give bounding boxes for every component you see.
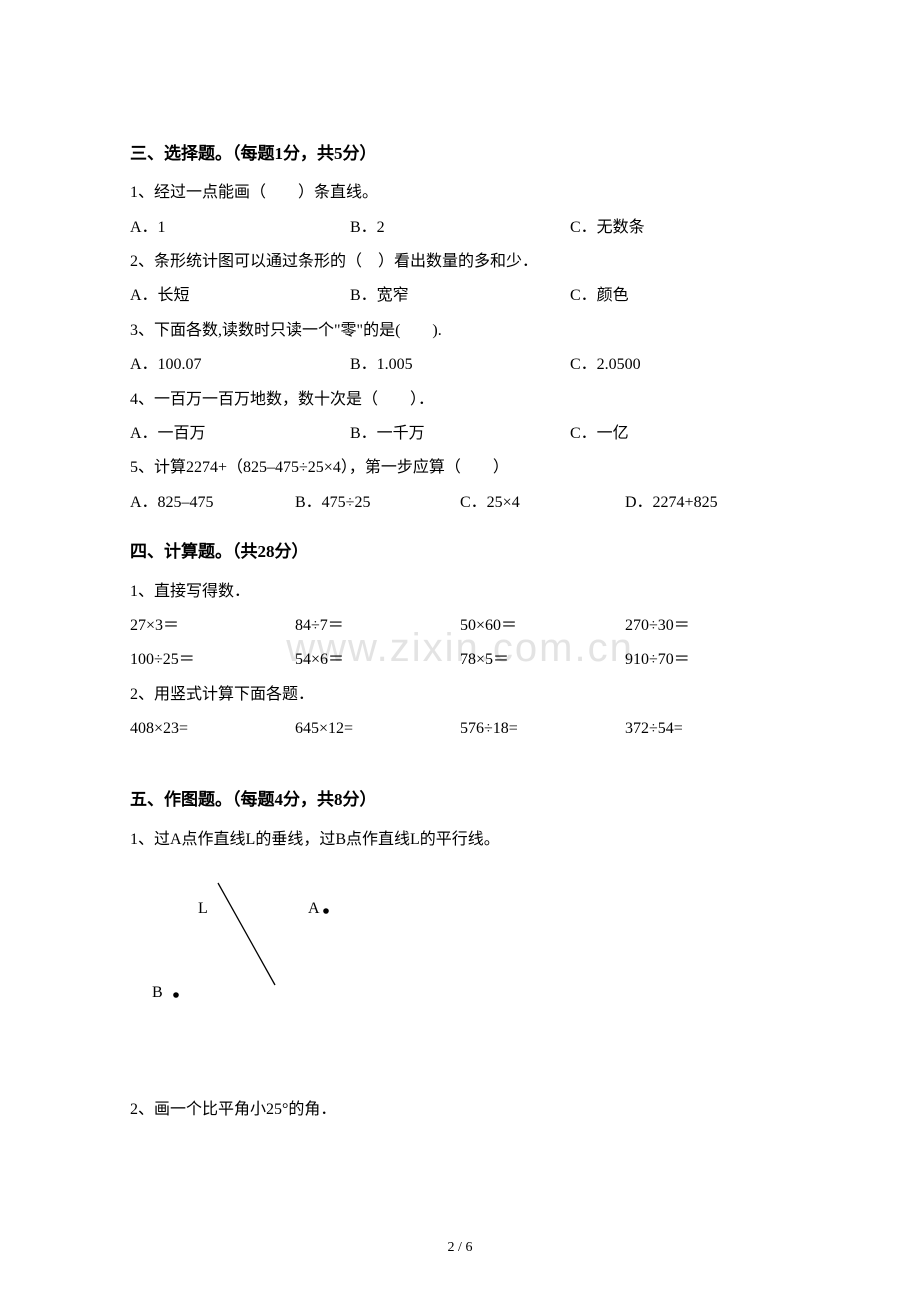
q4-2-d: 372÷54= bbox=[625, 714, 790, 744]
q4-2-text: 2、用竖式计算下面各题． bbox=[130, 680, 790, 710]
q4-1-r2-b: 54×6＝ bbox=[295, 645, 460, 675]
label-b: B bbox=[152, 984, 163, 1001]
q3-2-opt-c: C．颜色 bbox=[570, 281, 790, 311]
q4-2-a: 408×23= bbox=[130, 714, 295, 744]
q3-2-text: 2、条形统计图可以通过条形的（ ）看出数量的多和少． bbox=[130, 247, 790, 277]
q3-4-opt-b: B．一千万 bbox=[350, 419, 570, 449]
q3-2-options: A．长短 B．宽窄 C．颜色 bbox=[130, 281, 790, 311]
section5-title: 五、作图题。（每题4分，共8分） bbox=[130, 784, 790, 816]
q4-1-r2-d: 910÷70＝ bbox=[625, 645, 790, 675]
q4-2-b: 645×12= bbox=[295, 714, 460, 744]
q3-4-text: 4、一百万一百万地数，数十次是（ ）． bbox=[130, 385, 790, 415]
q3-1-options: A．1 B．2 C．无数条 bbox=[130, 213, 790, 243]
q3-1-opt-b: B．2 bbox=[350, 213, 570, 243]
q3-3-text: 3、下面各数,读数时只读一个"零"的是( ). bbox=[130, 316, 790, 346]
q3-4-opt-a: A．一百万 bbox=[130, 419, 350, 449]
q3-5-text: 5、计算2274+（825–475÷25×4），第一步应算（ ） bbox=[130, 453, 790, 483]
q4-2-c: 576÷18= bbox=[460, 714, 625, 744]
q3-3-opt-b: B．1.005 bbox=[350, 350, 570, 380]
q3-4-opt-c: C．一亿 bbox=[570, 419, 790, 449]
q3-5-opt-a: A．825–475 bbox=[130, 488, 295, 518]
q4-1-row2: 100÷25＝ 54×6＝ 78×5＝ 910÷70＝ bbox=[130, 645, 790, 675]
label-a: A bbox=[308, 900, 320, 917]
q4-2-row: 408×23= 645×12= 576÷18= 372÷54= bbox=[130, 714, 790, 744]
q4-1-r2-a: 100÷25＝ bbox=[130, 645, 295, 675]
q4-1-row1: 27×3＝ 84÷7＝ 50×60＝ 270÷30＝ bbox=[130, 611, 790, 641]
q3-5-opt-c: C．25×4 bbox=[460, 488, 625, 518]
page-content: 三、选择题。（每题1分，共5分） 1、经过一点能画（ ）条直线。 A．1 B．2… bbox=[130, 138, 790, 1126]
point-a-dot bbox=[323, 908, 329, 914]
q3-5-opt-b: B．475÷25 bbox=[295, 488, 460, 518]
q5-1-text: 1、过A点作直线L的垂线，过B点作直线L的平行线。 bbox=[130, 825, 790, 855]
line-l bbox=[218, 883, 275, 985]
section3-title: 三、选择题。（每题1分，共5分） bbox=[130, 138, 790, 170]
q3-2-opt-b: B．宽窄 bbox=[350, 281, 570, 311]
q4-1-r1-d: 270÷30＝ bbox=[625, 611, 790, 641]
label-l: L bbox=[198, 900, 208, 917]
q3-1-opt-c: C．无数条 bbox=[570, 213, 790, 243]
geometry-figure: L A B bbox=[150, 875, 450, 1035]
q3-3-options: A．100.07 B．1.005 C．2.0500 bbox=[130, 350, 790, 380]
q4-1-text: 1、直接写得数． bbox=[130, 577, 790, 607]
point-b-dot bbox=[173, 992, 179, 998]
q3-3-opt-c: C．2.0500 bbox=[570, 350, 790, 380]
q4-1-r1-a: 27×3＝ bbox=[130, 611, 295, 641]
section4-title: 四、计算题。（共28分） bbox=[130, 536, 790, 568]
q3-2-opt-a: A．长短 bbox=[130, 281, 350, 311]
q3-5-opt-d: D．2274+825 bbox=[625, 488, 790, 518]
q3-4-options: A．一百万 B．一千万 C．一亿 bbox=[130, 419, 790, 449]
q3-1-opt-a: A．1 bbox=[130, 213, 350, 243]
q3-5-options: A．825–475 B．475÷25 C．25×4 D．2274+825 bbox=[130, 488, 790, 518]
q5-1-figure: L A B bbox=[150, 875, 450, 1035]
q4-1-r1-b: 84÷7＝ bbox=[295, 611, 460, 641]
q3-3-opt-a: A．100.07 bbox=[130, 350, 350, 380]
q4-1-r2-c: 78×5＝ bbox=[460, 645, 625, 675]
q3-1-text: 1、经过一点能画（ ）条直线。 bbox=[130, 178, 790, 208]
q5-2-text: 2、画一个比平角小25°的角． bbox=[130, 1095, 790, 1125]
page-number: 2 / 6 bbox=[448, 1235, 473, 1262]
q4-1-r1-c: 50×60＝ bbox=[460, 611, 625, 641]
